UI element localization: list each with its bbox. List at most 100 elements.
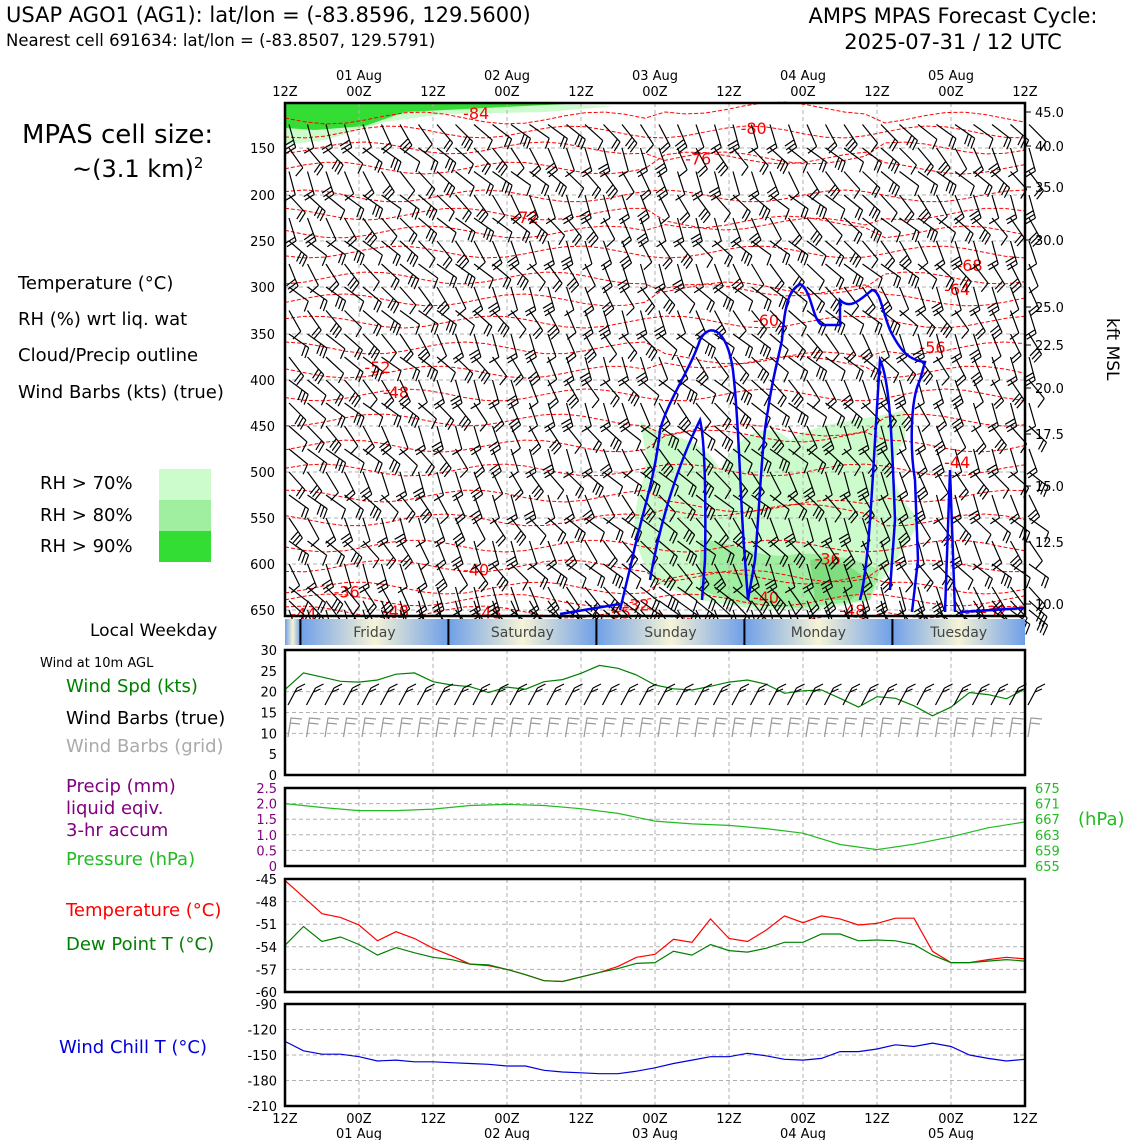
wind-barb [806,124,818,154]
wind-barb [953,194,965,225]
wind-barb [654,263,666,294]
wind-barb [915,471,929,502]
wind-barb [487,540,500,571]
wind-barb [325,240,347,266]
wind-barb [418,402,437,430]
wind-barb [751,379,770,407]
wind-barb [658,356,669,387]
grid-wind-barb [435,717,451,738]
wind-barb [806,171,820,201]
grid-wind-barb [305,717,321,738]
y-tick-label: 15 [260,707,277,722]
wind-barb [806,147,828,173]
wind-barb [492,263,512,290]
wind-barb [307,540,328,566]
wind-barb [618,310,629,340]
wind-barb [362,333,381,362]
top-time-tick: 12Z [568,85,594,100]
wind-barb [527,356,541,387]
y-tick-label: 30 [260,644,277,659]
wind-barb [751,240,772,266]
wind-barb [362,240,383,266]
wind-barb [399,448,418,476]
wind-barb [325,402,346,429]
weekday-name: Friday [353,625,395,641]
wind-barb [677,494,696,522]
wind-barb [732,379,753,406]
wind-barb [825,494,842,523]
wind-barb [418,263,439,289]
wind-barb [788,240,809,266]
grid-wind-barb [823,717,839,738]
wind-barb [806,286,826,314]
wind-barb [307,194,326,222]
wind-barb [1025,402,1037,433]
wind-barb [714,356,730,386]
wind-barb [880,448,895,478]
wind-barb [307,586,327,613]
y-tick-label: -120 [247,1024,277,1039]
wind-barb [875,586,888,617]
isotherm-line [284,413,1026,437]
wind-barb [714,147,729,177]
legend-cloud: Cloud/Precip outline [18,345,199,366]
wind-barb [788,333,807,361]
wind-barb [529,563,549,590]
wind-barb [547,425,562,455]
wind-barb [418,124,433,153]
wind-barb [695,286,715,313]
wind-barb [399,147,421,173]
wind-barb [584,425,603,454]
wind-barb [732,194,751,222]
wind-barb [470,494,483,525]
surface-wind-barb [749,683,768,706]
wind-barb [825,171,841,200]
wind-barb [879,286,893,317]
wind-barb [399,540,413,570]
surface-wind-barb [490,683,509,706]
surface-wind-barb [416,683,435,706]
surface-wind-barb [805,683,824,706]
wind-barb [751,194,771,221]
wind-barb [436,494,449,525]
wind-barb [843,240,862,268]
wind-barb [563,448,574,479]
wind-barb [325,425,342,454]
top-time-tick: 12Z [864,85,890,100]
wind-barb [712,263,724,294]
height-tick-label: 15.0 [1035,480,1064,495]
surface-wind-barb [638,683,657,706]
wind-barb [399,286,417,315]
isotherm-label: -68 [956,256,982,275]
top-date-label: 03 Aug [632,69,678,84]
cross-section-frame [283,101,1027,618]
wind-barb [492,124,513,150]
wind-barb [899,310,919,337]
wind-barb [973,517,992,545]
y-tick-label: -45 [256,873,277,888]
wind-barb [529,171,550,197]
wind-barb [658,124,671,154]
grid-wind-barb [416,717,432,738]
wind-barb [677,379,698,405]
wind-barb [582,240,593,271]
y-tick-label: -51 [256,918,277,933]
precip-label-3: 3-hr accum [66,820,169,841]
bottom-date-label: 03 Aug [632,1127,678,1140]
y-tick-label: 2.5 [256,782,277,797]
wind-barb [861,286,876,316]
surface-wind-barb [990,683,1009,706]
wind-chill-line [284,1040,1026,1075]
wind-barb [452,333,465,364]
hpa-unit-label: (hPa) [1078,809,1125,830]
wind-barb [381,448,401,475]
wind-barb [506,494,518,525]
wind-barb [843,124,858,154]
wind-barb [473,147,492,176]
wind-barb [433,471,445,502]
bottom-time-tick: 12Z [568,1112,594,1127]
wind-barb [788,494,808,521]
wind-barb [398,425,409,456]
wind-barb [547,356,558,387]
